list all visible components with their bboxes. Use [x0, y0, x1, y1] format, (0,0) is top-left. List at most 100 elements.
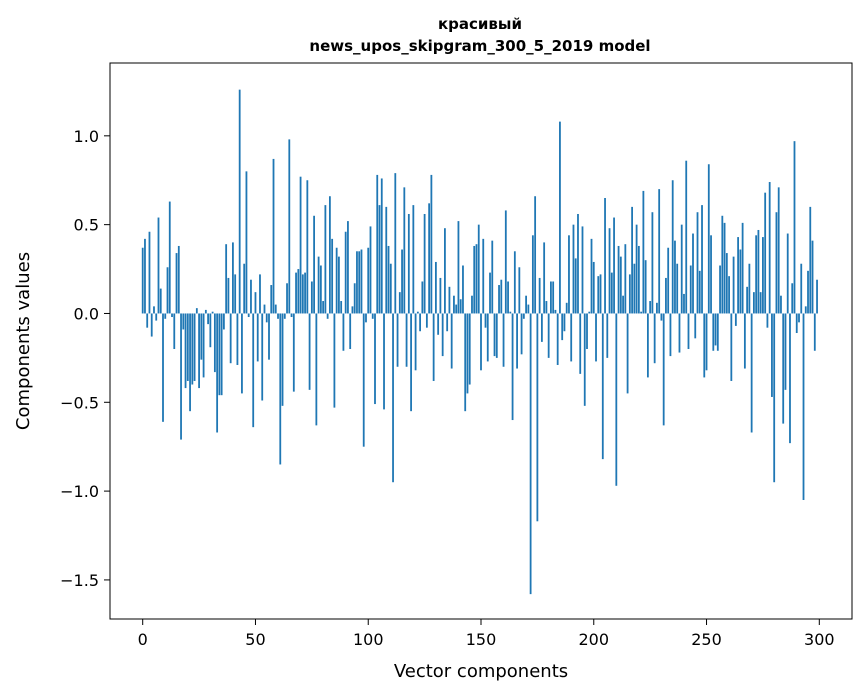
- bar: [550, 281, 552, 314]
- bar: [270, 285, 273, 314]
- bar: [324, 205, 327, 314]
- bars-group: [141, 89, 818, 595]
- bar: [671, 180, 674, 314]
- bar: [807, 270, 809, 314]
- x-tick-label: 150: [466, 630, 497, 649]
- bar: [326, 313, 329, 319]
- bar: [414, 313, 417, 371]
- y-tick-label: 0.5: [74, 216, 99, 235]
- bar: [649, 301, 652, 314]
- bar: [531, 235, 534, 314]
- bar: [455, 304, 458, 314]
- bar: [789, 313, 791, 444]
- bar: [313, 215, 315, 314]
- bar: [520, 313, 523, 355]
- bar: [236, 313, 239, 365]
- bar: [592, 261, 595, 314]
- bar: [351, 306, 354, 314]
- bar: [225, 244, 228, 314]
- bar: [448, 286, 451, 314]
- bar: [581, 226, 584, 314]
- bar: [798, 313, 800, 323]
- bar: [252, 313, 255, 428]
- bar: [349, 313, 352, 349]
- bar: [665, 277, 667, 314]
- x-tick-label: 50: [245, 630, 265, 649]
- bar: [552, 281, 555, 314]
- bar: [261, 313, 264, 401]
- bar: [227, 277, 230, 314]
- bar: [153, 306, 155, 314]
- bar: [389, 263, 392, 314]
- bar: [811, 240, 814, 314]
- bar: [574, 258, 577, 314]
- bar: [800, 263, 803, 314]
- bar: [180, 313, 182, 440]
- bar: [250, 279, 252, 314]
- bar: [220, 313, 223, 396]
- bar: [281, 313, 284, 406]
- bar: [279, 313, 282, 465]
- bar: [687, 313, 690, 349]
- bar: [529, 313, 532, 595]
- bar: [398, 292, 401, 314]
- bar: [680, 224, 683, 314]
- bar: [184, 313, 187, 389]
- bar: [764, 192, 767, 314]
- bar: [795, 313, 798, 334]
- bar: [308, 313, 311, 390]
- bar: [752, 292, 755, 314]
- bar: [444, 228, 446, 314]
- bar: [410, 313, 412, 412]
- bar: [540, 313, 543, 342]
- bar: [732, 256, 735, 314]
- y-tick-label: −0.5: [60, 393, 99, 412]
- bar: [674, 240, 676, 314]
- bar: [734, 313, 737, 326]
- bar: [782, 313, 785, 424]
- bar: [374, 313, 376, 405]
- bar: [198, 313, 200, 389]
- bar: [768, 182, 771, 314]
- bar: [268, 313, 270, 360]
- x-tick-label: 300: [804, 630, 835, 649]
- bar: [547, 313, 550, 358]
- bar: [439, 277, 442, 314]
- x-tick-label: 0: [138, 630, 148, 649]
- bar: [360, 249, 363, 314]
- bar: [437, 313, 440, 335]
- bar: [604, 198, 606, 314]
- bar: [813, 313, 816, 351]
- bar: [543, 242, 546, 314]
- bar: [583, 313, 586, 406]
- bar: [446, 313, 449, 332]
- bar: [195, 308, 198, 314]
- bar: [784, 313, 787, 390]
- bar: [453, 295, 455, 314]
- bar: [457, 221, 460, 314]
- bar: [780, 295, 782, 314]
- bar: [561, 313, 564, 341]
- y-tick-label: −1.5: [60, 571, 99, 590]
- bar: [272, 158, 275, 314]
- bar: [617, 245, 620, 314]
- bar: [662, 313, 665, 426]
- bar: [292, 313, 295, 392]
- bar: [651, 212, 654, 314]
- bar: [737, 237, 739, 314]
- bar: [301, 274, 304, 314]
- bar: [493, 313, 496, 357]
- bar: [157, 217, 160, 314]
- bar: [234, 274, 237, 314]
- bar: [423, 213, 426, 314]
- x-axis-ticks: 0 50 100 150 200 250 300: [138, 619, 835, 649]
- bar: [658, 189, 661, 314]
- bar: [365, 313, 367, 323]
- bar: [144, 238, 146, 314]
- bar: [518, 267, 521, 314]
- bar: [775, 212, 778, 314]
- chart-title-line1: красивый: [438, 15, 522, 33]
- bar: [347, 221, 349, 314]
- bar: [635, 224, 638, 314]
- x-tick-label: 200: [578, 630, 609, 649]
